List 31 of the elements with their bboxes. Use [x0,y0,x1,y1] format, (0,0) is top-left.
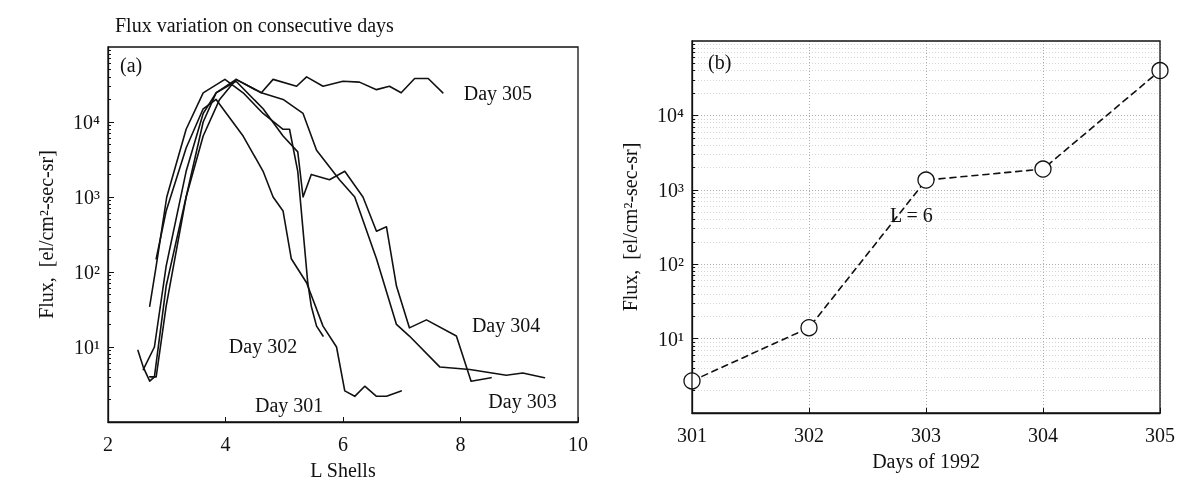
series-label: Day 301 [255,393,324,417]
x-tick-label: 4 [220,433,231,455]
y-axis-title: Flux, [el/cm²-sec-sr] [619,142,641,312]
y-tick-label: 10¹ [74,336,100,358]
x-tick-label: 305 [1145,424,1175,446]
y-tick-label: 10⁴ [73,111,101,133]
y-tick-label: 10² [658,253,684,276]
annotation: (b) [708,51,732,74]
x-tick-label: 302 [794,424,824,446]
x-axis-title: L Shells [310,459,376,481]
series-label: Day 302 [228,335,298,359]
x-axis-title: Days of 1992 [872,450,980,473]
y-tick-label: 10¹ [658,327,684,350]
x-tick-label: 10 [568,433,588,455]
chart-title: Flux variation on consecutive days [115,14,395,37]
series-label: Day 303 [488,389,557,413]
series-label: Day 304 [471,313,541,337]
y-tick-label: 10³ [74,186,100,208]
annotation: (a) [120,54,143,77]
x-tick-label: 301 [677,424,707,446]
series-label: Day 305 [463,81,533,105]
annotation: L = 6 [890,204,933,226]
y-tick-label: 10³ [658,178,684,201]
y-tick-label: 10² [74,261,100,283]
y-axis-title: Flux, [el/cm²-sec-sr] [35,150,57,319]
x-tick-label: 8 [455,433,466,455]
y-tick-label: 10⁴ [657,104,685,127]
x-tick-label: 2 [103,433,113,455]
x-tick-label: 303 [911,424,941,446]
x-tick-label: 6 [338,433,348,455]
x-tick-label: 304 [1028,424,1058,446]
